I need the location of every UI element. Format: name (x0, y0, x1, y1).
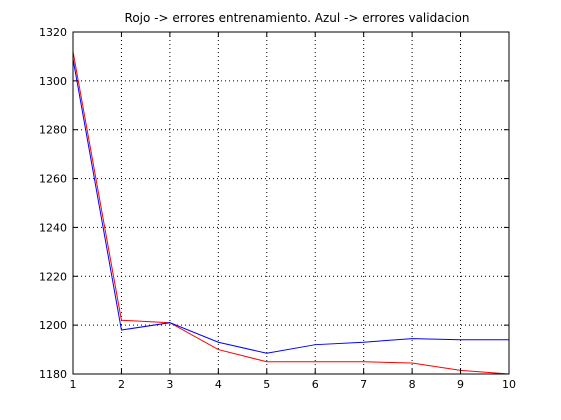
x-tick-label: 8 (409, 378, 416, 391)
axis-ticks (72, 31, 510, 375)
x-tick-label: 2 (118, 378, 125, 391)
y-tick-label: 1260 (39, 173, 67, 186)
x-tick-label: 1 (70, 378, 77, 391)
series-group (72, 51, 510, 375)
chart-title: Rojo -> errores entrenamiento. Azul -> e… (125, 11, 470, 25)
x-tick-label: 9 (457, 378, 464, 391)
y-tick-label: 1200 (39, 319, 67, 332)
grid (72, 31, 510, 375)
y-tick-label: 1300 (39, 75, 67, 88)
x-tick-label: 7 (360, 378, 367, 391)
x-tick-label: 5 (263, 378, 270, 391)
y-tick-label: 1280 (39, 124, 67, 137)
x-tick-label: 4 (215, 378, 222, 391)
y-tick-label: 1320 (39, 26, 67, 39)
x-tick-label: 3 (166, 378, 173, 391)
y-tick-label: 1240 (39, 221, 67, 234)
x-tick-label: 6 (312, 378, 319, 391)
y-tick-label: 1180 (39, 368, 67, 381)
plot-frame (72, 31, 510, 375)
series-line-1 (72, 51, 510, 375)
y-tick-label: 1220 (39, 270, 67, 283)
tick-labels: 1 2 3 4 5 6 7 8 9 10 1180 1200 1220 1240 1260 1280 1300 1… (39, 26, 516, 391)
x-tick-label: 10 (502, 378, 516, 391)
series-line-2 (72, 58, 509, 354)
